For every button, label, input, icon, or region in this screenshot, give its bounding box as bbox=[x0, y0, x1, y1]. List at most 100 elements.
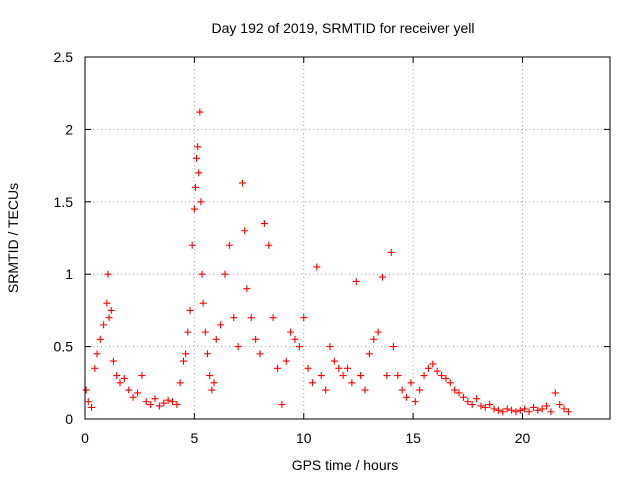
data-point bbox=[103, 299, 111, 307]
data-point bbox=[429, 360, 437, 368]
data-point bbox=[93, 350, 101, 358]
data-point bbox=[274, 364, 281, 372]
data-point bbox=[326, 343, 334, 351]
y-tick-label: 2 bbox=[65, 121, 73, 137]
data-point bbox=[442, 374, 450, 382]
data-point bbox=[309, 379, 316, 387]
data-point bbox=[234, 343, 242, 351]
data-point bbox=[217, 321, 225, 329]
data-point bbox=[230, 314, 238, 322]
data-point bbox=[538, 405, 546, 413]
data-point bbox=[265, 241, 273, 249]
data-point bbox=[551, 389, 559, 397]
data-point bbox=[210, 379, 218, 387]
data-point bbox=[204, 350, 211, 358]
data-point bbox=[239, 179, 246, 187]
x-tick-label: 15 bbox=[405, 430, 421, 446]
data-point bbox=[322, 386, 330, 394]
data-point bbox=[208, 386, 216, 394]
data-point bbox=[134, 389, 141, 397]
data-point bbox=[113, 372, 121, 380]
data-point bbox=[206, 372, 214, 380]
x-axis-label: GPS time / hours bbox=[292, 457, 399, 473]
data-point bbox=[247, 314, 255, 322]
data-point bbox=[379, 273, 386, 281]
data-point bbox=[155, 402, 163, 410]
data-point bbox=[416, 386, 424, 394]
data-point bbox=[300, 314, 308, 322]
x-tick-label: 5 bbox=[190, 430, 198, 446]
data-point bbox=[120, 374, 128, 382]
x-tick-label: 20 bbox=[515, 430, 531, 446]
data-point bbox=[374, 328, 382, 336]
data-point bbox=[490, 405, 498, 413]
data-point bbox=[142, 398, 150, 406]
data-point bbox=[411, 398, 419, 406]
data-point bbox=[105, 314, 113, 322]
data-point bbox=[129, 393, 137, 401]
data-point bbox=[88, 403, 96, 411]
data-point bbox=[104, 270, 112, 278]
data-points bbox=[82, 108, 572, 416]
data-point bbox=[365, 350, 373, 358]
data-point bbox=[451, 386, 459, 394]
chart-title: Day 192 of 2019, SRMTID for receiver yel… bbox=[212, 20, 475, 36]
data-point bbox=[313, 263, 321, 271]
data-point bbox=[252, 335, 260, 343]
data-point bbox=[173, 401, 181, 409]
data-point bbox=[521, 405, 529, 413]
data-point bbox=[348, 379, 356, 387]
data-point bbox=[352, 277, 360, 285]
data-point bbox=[398, 386, 406, 394]
data-point bbox=[446, 379, 454, 387]
data-point bbox=[256, 350, 264, 358]
data-point bbox=[196, 108, 204, 116]
data-point bbox=[107, 306, 115, 314]
data-point bbox=[193, 154, 201, 162]
data-point bbox=[438, 372, 446, 380]
data-point bbox=[184, 328, 192, 336]
x-tick-label: 10 bbox=[296, 430, 312, 446]
data-point bbox=[534, 406, 542, 414]
data-point bbox=[424, 364, 432, 372]
y-axis-label: SRMTID / TECUs bbox=[5, 183, 21, 293]
data-point bbox=[278, 401, 286, 409]
data-point bbox=[317, 372, 325, 380]
data-point bbox=[169, 398, 176, 406]
data-point bbox=[529, 403, 537, 411]
data-point bbox=[287, 328, 295, 336]
y-tick-label: 1.5 bbox=[54, 194, 74, 210]
data-point bbox=[191, 183, 199, 191]
data-point bbox=[241, 227, 249, 235]
data-point bbox=[383, 372, 391, 380]
data-point bbox=[503, 405, 511, 413]
data-point bbox=[361, 386, 369, 394]
data-point bbox=[295, 343, 303, 351]
data-point bbox=[84, 398, 92, 406]
data-point bbox=[96, 335, 104, 343]
data-point bbox=[291, 335, 299, 343]
data-point bbox=[508, 406, 516, 414]
data-point bbox=[269, 314, 277, 322]
data-point bbox=[197, 198, 205, 206]
data-point bbox=[212, 335, 220, 343]
data-point bbox=[344, 364, 351, 372]
data-point bbox=[179, 357, 187, 365]
data-point bbox=[282, 357, 290, 365]
data-point bbox=[260, 220, 268, 228]
data-point bbox=[221, 270, 229, 278]
data-point bbox=[243, 285, 251, 293]
y-tick-label: 1 bbox=[65, 266, 73, 282]
data-point bbox=[494, 406, 502, 414]
data-point bbox=[403, 393, 411, 401]
data-point bbox=[109, 357, 117, 365]
data-point bbox=[176, 379, 184, 387]
data-point bbox=[160, 399, 168, 407]
data-point bbox=[459, 393, 467, 401]
x-tick-label: 0 bbox=[81, 430, 89, 446]
data-point bbox=[543, 402, 551, 410]
data-point bbox=[194, 143, 202, 151]
data-point bbox=[225, 241, 233, 249]
data-point bbox=[357, 372, 365, 380]
